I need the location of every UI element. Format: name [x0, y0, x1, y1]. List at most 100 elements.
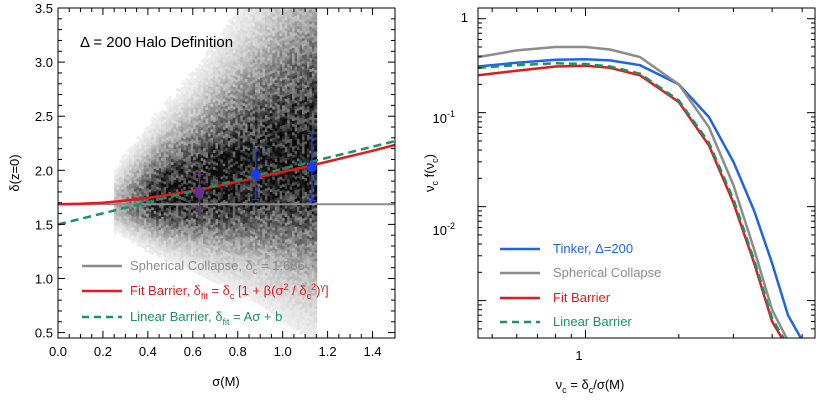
- density-cell: [232, 190, 236, 194]
- density-cell: [146, 134, 150, 138]
- density-cell: [138, 241, 142, 245]
- density-cell: [242, 46, 246, 50]
- density-cell: [171, 181, 174, 185]
- density-cell: [264, 249, 268, 254]
- density-cell: [232, 95, 236, 99]
- density-cell: [240, 154, 244, 159]
- density-cell: [215, 122, 219, 127]
- density-cell: [218, 93, 221, 97]
- density-cell: [215, 100, 219, 104]
- density-cell: [188, 163, 192, 167]
- density-cell: [136, 158, 140, 162]
- density-cell: [242, 246, 246, 250]
- density-cell: [215, 193, 219, 197]
- density-cell: [203, 88, 206, 92]
- density-cell: [232, 131, 236, 135]
- density-cell: [195, 85, 199, 89]
- density-cell: [247, 192, 251, 196]
- density-cell: [257, 42, 261, 46]
- density-cell: [269, 186, 273, 190]
- density-cell: [215, 120, 219, 124]
- density-cell: [274, 161, 278, 165]
- density-cell: [166, 249, 169, 253]
- density-cell: [163, 141, 167, 145]
- density-cell: [205, 199, 209, 203]
- density-cell: [203, 271, 206, 275]
- density-cell: [213, 217, 216, 221]
- density-cell: [121, 180, 125, 184]
- density-cell: [230, 183, 234, 187]
- density-cell: [156, 127, 160, 131]
- density-cell: [235, 45, 239, 49]
- density-cell: [200, 230, 204, 235]
- density-cell: [193, 142, 197, 146]
- density-cell: [220, 49, 224, 53]
- density-cell: [131, 204, 135, 208]
- density-cell: [242, 204, 246, 208]
- density-cell: [163, 200, 167, 204]
- density-cell: [220, 142, 224, 146]
- density-cell: [225, 130, 229, 134]
- density-cell: [262, 68, 266, 72]
- density-cell: [116, 195, 120, 199]
- density-cell: [218, 276, 221, 280]
- density-cell: [178, 142, 182, 146]
- density-cell: [156, 180, 160, 184]
- density-cell: [188, 135, 192, 139]
- density-cell: [215, 52, 219, 56]
- density-cell: [171, 161, 174, 165]
- density-cell: [240, 101, 244, 105]
- density-cell: [240, 233, 244, 237]
- density-cell: [220, 243, 224, 247]
- density-cell: [158, 153, 162, 157]
- density-cell: [269, 273, 273, 277]
- density-cell: [205, 70, 209, 74]
- density-cell: [205, 64, 209, 68]
- density-cell: [220, 260, 224, 264]
- density-cell: [143, 226, 147, 230]
- density-cell: [208, 136, 211, 140]
- density-cell: [225, 43, 229, 47]
- density-cell: [185, 94, 189, 98]
- density-cell: [232, 120, 236, 124]
- density-cell: [272, 207, 276, 211]
- density-cell: [237, 167, 241, 171]
- density-cell: [240, 53, 244, 57]
- density-cell: [222, 95, 226, 99]
- density-cell: [176, 166, 179, 170]
- density-cell: [252, 144, 256, 148]
- density-cell: [242, 285, 246, 289]
- density-cell: [267, 88, 271, 92]
- density-cell: [242, 232, 246, 236]
- density-cell: [262, 189, 266, 193]
- density-cell: [267, 308, 271, 312]
- density-cell: [121, 186, 125, 190]
- density-cell: [277, 174, 281, 178]
- density-cell: [205, 188, 209, 192]
- density-cell: [235, 217, 239, 221]
- density-cell: [215, 243, 219, 248]
- density-cell: [163, 127, 167, 131]
- density-cell: [269, 93, 273, 97]
- density-cell: [245, 247, 248, 251]
- density-cell: [146, 154, 150, 158]
- density-cell: [158, 195, 162, 200]
- density-cell: [242, 130, 246, 134]
- density-cell: [176, 239, 179, 243]
- density-cell: [220, 125, 224, 129]
- density-cell: [274, 310, 278, 314]
- density-cell: [200, 87, 204, 91]
- density-cell: [210, 106, 214, 110]
- density-cell: [267, 282, 271, 286]
- density-cell: [277, 219, 281, 223]
- density-cell: [257, 152, 261, 156]
- density-cell: [267, 12, 271, 16]
- density-cell: [218, 76, 221, 80]
- density-cell: [252, 178, 256, 182]
- density-cell: [208, 276, 211, 280]
- density-cell: [220, 237, 224, 242]
- density-cell: [136, 223, 140, 227]
- density-cell: [230, 282, 234, 286]
- density-cell: [205, 67, 209, 71]
- density-cell: [235, 149, 239, 153]
